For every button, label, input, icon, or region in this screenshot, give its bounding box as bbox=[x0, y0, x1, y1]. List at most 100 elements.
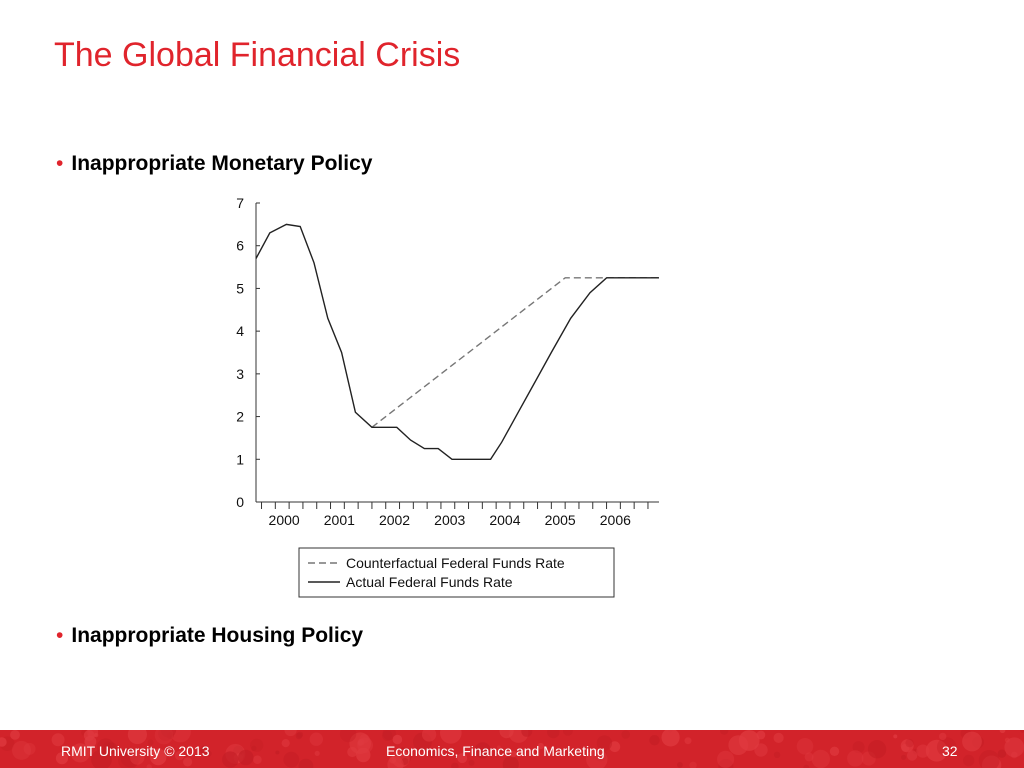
footer-dot bbox=[357, 737, 373, 754]
footer-dot bbox=[51, 733, 65, 747]
y-tick-label: 2 bbox=[236, 409, 244, 425]
footer-dot bbox=[309, 732, 323, 746]
slide-title: The Global Financial Crisis bbox=[54, 36, 461, 74]
footer-dot bbox=[537, 742, 544, 750]
footer-dot bbox=[963, 754, 975, 767]
footer-dot bbox=[510, 750, 517, 758]
footer-dot bbox=[811, 749, 830, 768]
footer-dot bbox=[284, 730, 297, 737]
footer-dot bbox=[803, 764, 810, 768]
footer-bar: RMIT University © 2013 Economics, Financ… bbox=[0, 730, 1024, 768]
footer-dot bbox=[796, 738, 814, 755]
footer-dot bbox=[677, 762, 683, 768]
footer-dot bbox=[283, 751, 300, 768]
footer-dot bbox=[847, 750, 864, 767]
actual-rate-line bbox=[255, 223, 659, 460]
footer-dot bbox=[867, 740, 887, 759]
x-tick-label: 2006 bbox=[600, 512, 631, 528]
footer-dot bbox=[84, 735, 97, 748]
footer-dot bbox=[421, 730, 437, 742]
footer-dot bbox=[295, 732, 303, 740]
footer-dot bbox=[146, 764, 152, 768]
footer-dot bbox=[586, 748, 608, 768]
footer-dot bbox=[356, 747, 371, 763]
footer-dot bbox=[12, 740, 31, 760]
footer-dot bbox=[298, 758, 314, 768]
footer-dot bbox=[773, 751, 781, 758]
legend-box bbox=[298, 547, 615, 598]
bullet-monetary-policy: • Inappropriate Monetary Policy bbox=[56, 152, 372, 176]
bullet-housing-policy: • Inappropriate Housing Policy bbox=[56, 624, 363, 648]
footer-dot bbox=[457, 753, 468, 764]
footer-dot bbox=[852, 741, 865, 754]
footer-dot bbox=[174, 750, 185, 761]
y-tick-label: 3 bbox=[236, 366, 244, 382]
footer-dot bbox=[1010, 751, 1018, 759]
footer-dot bbox=[55, 752, 69, 765]
x-tick-label: 2002 bbox=[379, 512, 410, 528]
footer-dot bbox=[609, 741, 621, 753]
footer-dot bbox=[127, 730, 147, 745]
legend-label: Counterfactual Federal Funds Rate bbox=[346, 555, 565, 571]
footer-dot bbox=[474, 742, 491, 759]
footer-dot bbox=[901, 754, 907, 760]
counterfactual-rate-line bbox=[371, 277, 659, 428]
footer-dot bbox=[661, 730, 680, 747]
footer-dot bbox=[147, 739, 154, 746]
footer-dot bbox=[804, 752, 814, 762]
y-tick-label: 7 bbox=[236, 195, 244, 211]
footer-dot bbox=[94, 733, 99, 738]
footer-dot bbox=[496, 745, 501, 750]
footer-dot bbox=[0, 737, 7, 747]
footer-dot bbox=[717, 750, 735, 768]
footer-dot bbox=[621, 730, 630, 739]
footer-dot-pattern bbox=[0, 730, 1024, 768]
footer-dot bbox=[158, 730, 173, 741]
x-tick-label: 2000 bbox=[269, 512, 300, 528]
footer-dot bbox=[773, 732, 784, 743]
footer-dot bbox=[925, 739, 948, 762]
footer-dot bbox=[499, 730, 514, 739]
footer-dot bbox=[1004, 737, 1024, 758]
footer-dot bbox=[428, 749, 437, 758]
footer-dot bbox=[962, 731, 982, 752]
footer-dot bbox=[70, 743, 90, 763]
footer-dot bbox=[718, 759, 734, 768]
footer-dot bbox=[339, 730, 357, 743]
footer-dot bbox=[222, 751, 239, 768]
footer-dot bbox=[1020, 730, 1024, 733]
footer-dot bbox=[689, 761, 697, 768]
footer-dot bbox=[738, 730, 760, 751]
y-tick-label: 6 bbox=[236, 238, 244, 254]
y-tick-label: 4 bbox=[236, 323, 244, 339]
footer-dot bbox=[566, 748, 573, 755]
footer-dot bbox=[149, 748, 167, 766]
footer-dot bbox=[916, 744, 930, 758]
footer-dot bbox=[754, 743, 768, 757]
bullet-text: Inappropriate Monetary Policy bbox=[71, 152, 373, 175]
footer-dot bbox=[906, 750, 918, 761]
bullet-marker: • bbox=[56, 152, 64, 175]
footer-dot bbox=[275, 750, 280, 755]
y-tick-label: 1 bbox=[236, 451, 244, 467]
footer-dot bbox=[936, 737, 957, 757]
footer-dot bbox=[684, 737, 692, 745]
bullet-marker: • bbox=[56, 624, 64, 647]
footer-dot bbox=[10, 730, 20, 740]
footer-copyright: RMIT University © 2013 bbox=[61, 743, 210, 759]
footer-dot bbox=[451, 762, 459, 768]
footer-dot bbox=[440, 730, 462, 744]
footer-dot bbox=[502, 756, 519, 768]
footer-dot bbox=[499, 748, 506, 755]
fed-funds-rate-chart: 0 1 2 3 4 5 6 7 2000 2001 2002 2003 2004 2005 2006 Coun… bbox=[236, 195, 659, 598]
footer-dot bbox=[91, 749, 112, 768]
footer-dot bbox=[905, 738, 914, 748]
footer-dot bbox=[468, 759, 475, 766]
x-tick-label: 2003 bbox=[434, 512, 465, 528]
footer-dot bbox=[521, 730, 533, 737]
footer-dot bbox=[997, 749, 1007, 758]
footer-dot bbox=[120, 748, 140, 768]
footer-dot bbox=[596, 735, 613, 751]
x-tick-label: 2001 bbox=[324, 512, 355, 528]
footer-dot bbox=[382, 730, 396, 741]
